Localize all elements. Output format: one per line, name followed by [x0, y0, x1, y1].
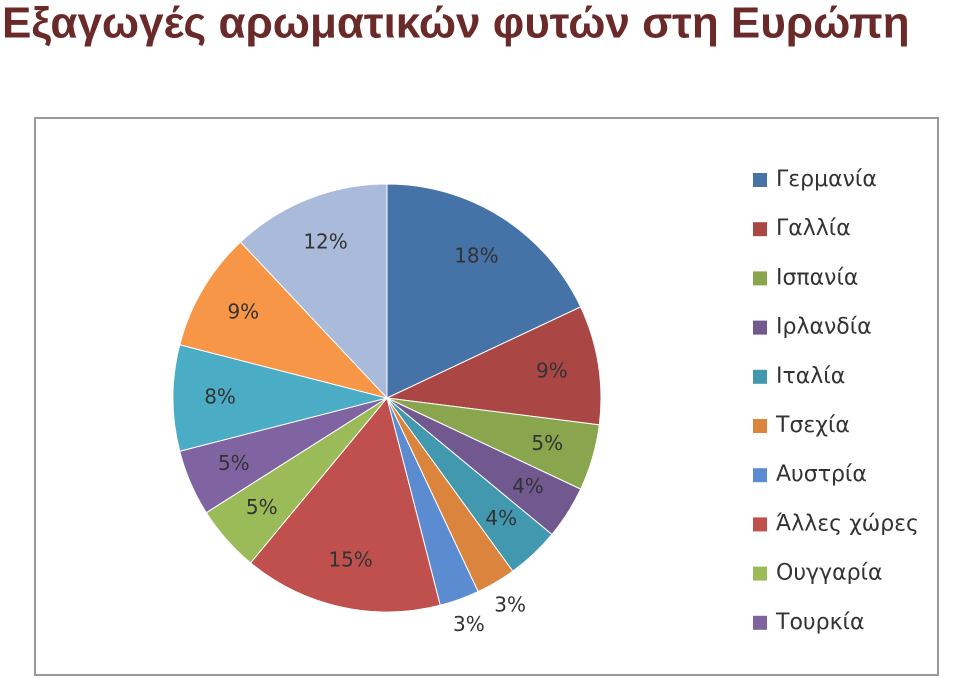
chart-title: Εξαγωγές αρωματικών φυτών στη Ευρώπη: [2, 0, 910, 48]
legend-label: Ιρλανδία: [776, 315, 872, 340]
data-label: 5%: [218, 451, 250, 475]
data-label: 18%: [454, 244, 498, 268]
legend-label: Ουγγαρία: [776, 561, 883, 586]
data-label: 12%: [303, 229, 347, 253]
data-label: 3%: [494, 593, 526, 617]
data-label: 9%: [227, 300, 259, 324]
legend-swatch: [753, 566, 767, 581]
legend-label: Τσεχία: [775, 413, 850, 438]
legend-swatch: [753, 173, 767, 187]
pie-slice: [385, 306, 602, 426]
data-label: 5%: [246, 495, 278, 519]
pie-slice: [239, 183, 388, 400]
legend-swatch: [753, 615, 767, 630]
data-label: 15%: [328, 547, 372, 571]
legend-label: Ισπανία: [776, 265, 858, 290]
data-label: 4%: [512, 474, 544, 498]
legend-swatch: [753, 222, 767, 237]
legend-swatch: [753, 419, 767, 433]
pie-slice: [386, 183, 582, 399]
data-label: 5%: [531, 431, 563, 455]
legend-swatch: [753, 369, 767, 384]
legend-label: Γαλλία: [776, 216, 851, 241]
data-label: 9%: [536, 358, 568, 382]
legend-label: Άλλες χώρες: [776, 511, 919, 536]
legend-swatch: [753, 320, 767, 335]
data-label: 8%: [204, 385, 236, 409]
legend-label: Αυστρία: [776, 462, 867, 487]
legend-swatch: [753, 517, 767, 532]
pie-slice: [249, 396, 441, 613]
legend-swatch: [753, 468, 767, 483]
legend-label: Τουρκία: [775, 610, 865, 635]
legend-label: Γερμανία: [776, 167, 877, 192]
legend-label: Ιταλία: [776, 364, 845, 389]
data-label: 3%: [453, 612, 485, 636]
legend-swatch: [753, 271, 767, 286]
data-label: 4%: [485, 506, 517, 530]
pie-slice: [172, 344, 388, 452]
pie-slice: [179, 241, 389, 399]
